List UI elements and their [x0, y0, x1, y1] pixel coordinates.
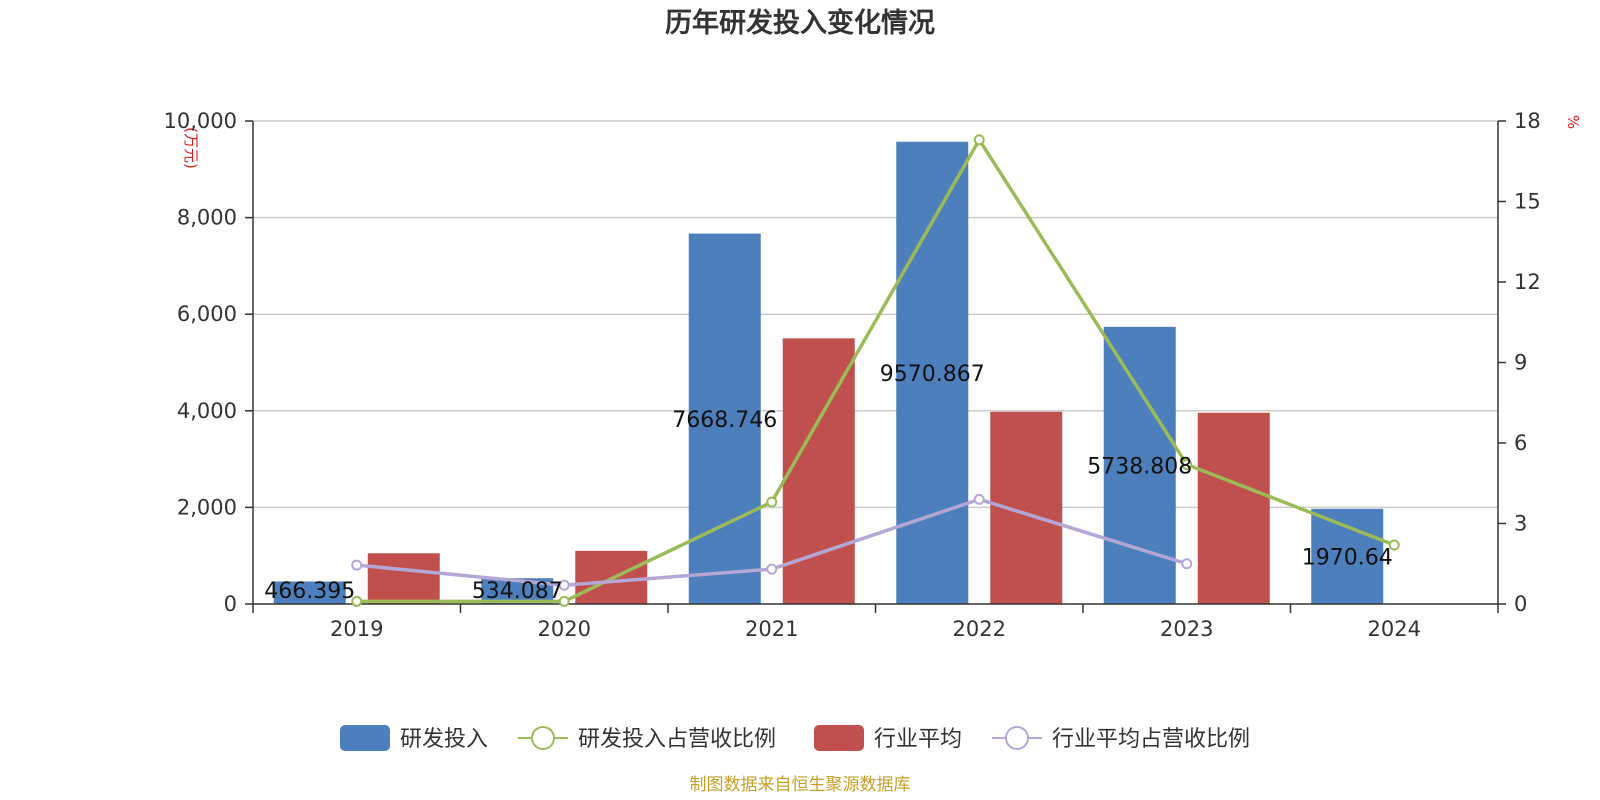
- x-tick-label: 2022: [953, 617, 1006, 641]
- legend-label: 研发投入占营收比例: [578, 727, 776, 752]
- legend-item[interactable]: 研发投入占营收比例: [518, 726, 776, 752]
- y-right-tick-label: 15: [1514, 190, 1541, 214]
- y-left-tick-label: 2,000: [177, 495, 237, 519]
- right-axis-unit: %: [1564, 115, 1582, 129]
- line-point[interactable]: [766, 563, 778, 575]
- legend-label: 行业平均: [874, 727, 962, 752]
- line-point[interactable]: [1181, 458, 1193, 470]
- y-right-tick-label: 0: [1514, 592, 1527, 616]
- bar-data-label: 1970.64: [1302, 545, 1393, 570]
- line-point[interactable]: [351, 595, 363, 607]
- bar-data-label: 466.395: [264, 579, 355, 604]
- chart-title: 历年研发投入变化情况: [665, 7, 935, 39]
- data-label-group: 466.395 534.087 7668.746 9570.867 5738.808 19…: [264, 362, 1392, 604]
- legend-item[interactable]: 行业平均占营收比例: [992, 726, 1250, 752]
- line-point[interactable]: [558, 595, 570, 607]
- line-point[interactable]: [1181, 558, 1193, 570]
- legend-item[interactable]: 行业平均: [814, 725, 962, 752]
- legend-bar-swatch: [340, 725, 390, 751]
- x-tick-label: 2024: [1368, 617, 1421, 641]
- line-rd-ratio[interactable]: [356, 136, 1395, 604]
- line-point[interactable]: [766, 496, 778, 508]
- line-point[interactable]: [558, 579, 570, 591]
- y-left-tick-label: 0: [224, 592, 237, 616]
- bar-rd-investment[interactable]: [1311, 508, 1384, 604]
- bar-data-label: 534.087: [472, 579, 563, 604]
- grid-lines: [253, 120, 1498, 509]
- y-left-tick-label: 8,000: [177, 206, 237, 230]
- y-right-tick-label: 12: [1514, 270, 1541, 294]
- legend-marker: [531, 726, 555, 750]
- y-right-tick-label: 9: [1514, 351, 1527, 375]
- bar-rd-investment[interactable]: [688, 233, 761, 605]
- x-tick-label: 2020: [538, 617, 591, 641]
- line-point[interactable]: [973, 134, 985, 146]
- y-right-tick-label: 6: [1514, 431, 1527, 455]
- x-tick-label: 2019: [330, 617, 383, 641]
- bar-rd-investment[interactable]: [273, 581, 346, 604]
- y-left-tick-label: 10,000: [164, 109, 237, 133]
- axes: 0 2,000 4,000 6,000 8,000 10,000 0 3 6 9 12 15 18 201…: [164, 109, 1541, 641]
- legend-marker: [1005, 726, 1029, 750]
- bar-data-label: 5738.808: [1087, 454, 1192, 479]
- source-note: 制图数据来自恒生聚源数据库: [690, 775, 911, 795]
- bar-data-label: 7668.746: [672, 408, 777, 433]
- legend[interactable]: 研发投入 研发投入占营收比例 行业平均 行业平均占营收比例: [340, 725, 1250, 752]
- y-right-tick-label: 3: [1514, 512, 1527, 536]
- line-point[interactable]: [351, 559, 363, 571]
- legend-label: 行业平均占营收比例: [1052, 727, 1250, 752]
- legend-bar-swatch: [814, 725, 864, 751]
- x-tick-label: 2021: [745, 617, 798, 641]
- left-axis-unit: (万元): [182, 127, 200, 169]
- bar-data-label: 9570.867: [880, 362, 985, 387]
- y-right-tick-label: 18: [1514, 109, 1541, 133]
- legend-item[interactable]: 研发投入: [340, 725, 488, 752]
- legend-label: 研发投入: [400, 727, 488, 752]
- bar-industry-average[interactable]: [1197, 412, 1270, 604]
- y-left-tick-label: 6,000: [177, 302, 237, 326]
- line-point[interactable]: [973, 493, 985, 505]
- y-left-tick-label: 4,000: [177, 399, 237, 423]
- x-tick-label: 2023: [1160, 617, 1213, 641]
- line-point[interactable]: [1388, 539, 1400, 551]
- bar-industry-average[interactable]: [367, 553, 440, 604]
- line-group: [351, 134, 1400, 607]
- bar-group: [273, 141, 1384, 605]
